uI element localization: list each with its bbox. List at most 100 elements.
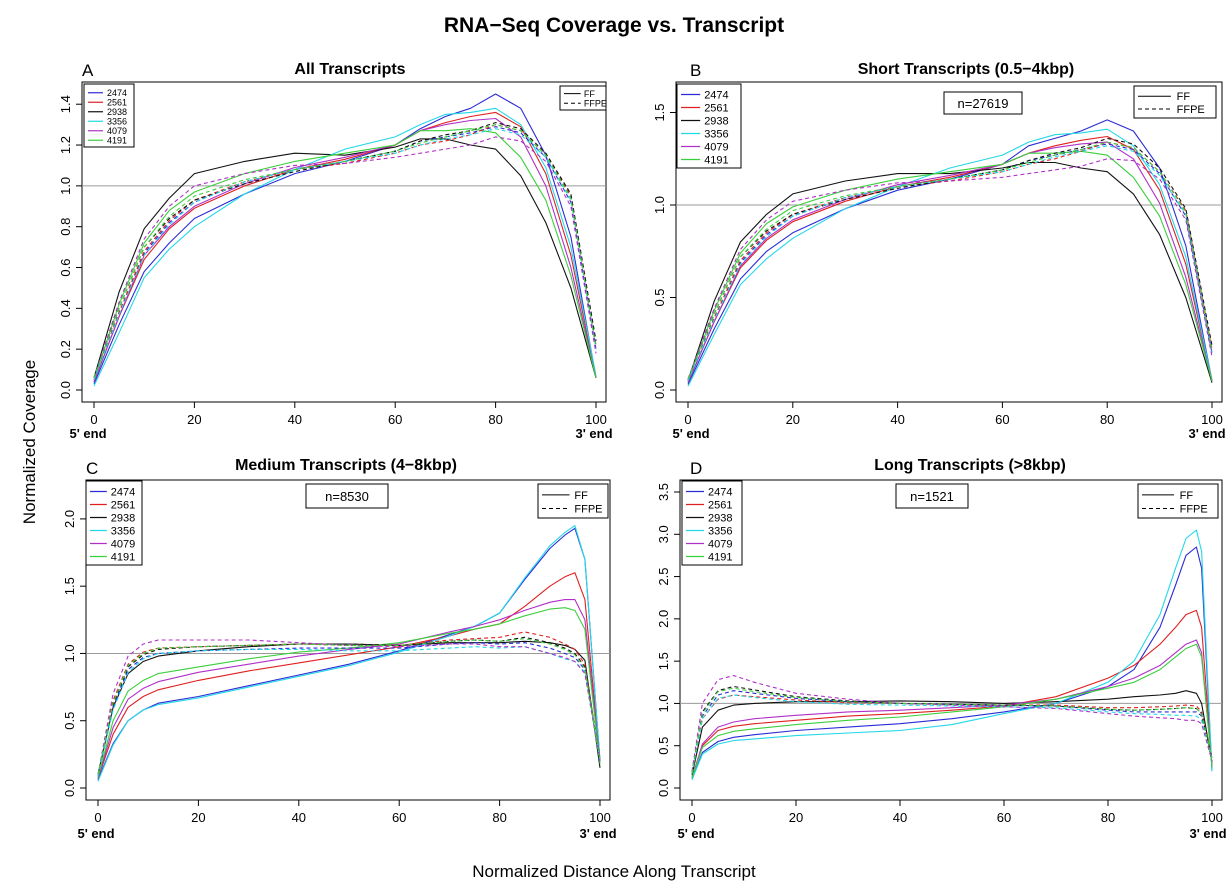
- sample-count-label: n=1521: [910, 489, 954, 504]
- series-group: [687, 119, 1213, 387]
- series-line-2938-ff: [687, 161, 1213, 383]
- series-line-4191-ff: [691, 643, 1213, 779]
- sample-count-box: [305, 483, 389, 509]
- y-tick-label: 1.2: [58, 136, 73, 154]
- series-line-2474-ffpe: [93, 126, 597, 380]
- y-tick-label: 2.0: [656, 610, 671, 628]
- series-line-3356-ff: [691, 529, 1213, 780]
- series-line-2561-ff: [97, 572, 601, 779]
- y-tick-label: 0.0: [656, 779, 671, 797]
- style-legend-label: FF: [1177, 91, 1191, 103]
- x-tick-label: 60: [997, 810, 1011, 825]
- plot-frame: [81, 81, 607, 403]
- legend-entry-label: 4079: [704, 141, 728, 153]
- five-prime-end-label: 5' end: [69, 426, 106, 441]
- style-legend-label: FF: [1180, 490, 1194, 502]
- legend-entry-label: 2938: [708, 512, 732, 524]
- legend-entry-label: 4079: [708, 538, 732, 550]
- three-prime-end-label: 3' end: [1188, 426, 1225, 441]
- y-tick-label: 2.0: [62, 510, 77, 528]
- series-line-2938-ff: [691, 690, 1213, 776]
- legend-entry-label: 4191: [704, 154, 728, 166]
- panel-title: All Transcripts: [294, 61, 405, 78]
- legend-entry-label: 2474: [704, 89, 728, 101]
- y-tick-label: 0.5: [62, 712, 77, 730]
- three-prime-end-label: 3' end: [575, 426, 612, 441]
- sample-count-box: [943, 91, 1023, 115]
- series-group: [93, 93, 597, 387]
- series-line-2938-ffpe: [97, 636, 601, 775]
- style-legend-label: FFPE: [1177, 104, 1205, 116]
- legend-entry-label: 2938: [107, 107, 127, 117]
- series-line-3356-ff: [97, 525, 601, 782]
- x-tick-label: 100: [1201, 412, 1223, 427]
- series-line-2561-ffpe: [691, 694, 1213, 773]
- y-tick-label: 1.5: [652, 103, 667, 121]
- legend-entry-label: 2938: [111, 512, 135, 524]
- x-tick-label: 0: [90, 412, 97, 427]
- x-tick-label: 100: [585, 412, 607, 427]
- legend-entry-label: 3356: [107, 116, 127, 126]
- series-line-4191-ffpe: [93, 124, 597, 378]
- legend-entry-label: 4079: [111, 538, 135, 550]
- y-tick-label: 1.4: [58, 95, 73, 113]
- panel-letter: B: [690, 61, 701, 80]
- three-prime-end-label: 3' end: [1189, 826, 1226, 841]
- sample-legend-box: [83, 83, 135, 148]
- panel-letter: A: [82, 61, 94, 80]
- series-line-3356-ffpe: [691, 694, 1213, 774]
- sample-legend-box: [681, 480, 743, 566]
- plot-frame: [679, 479, 1223, 801]
- five-prime-end-label: 5' end: [672, 426, 709, 441]
- x-tick-label: 40: [292, 810, 306, 825]
- x-tick-label: 80: [488, 412, 502, 427]
- style-legend-box: [559, 85, 607, 111]
- legend-entry-label: 2938: [704, 115, 728, 127]
- x-tick-label: 0: [688, 810, 695, 825]
- five-prime-end-label: 5' end: [677, 826, 714, 841]
- legend-entry-label: 4079: [107, 126, 127, 136]
- y-tick-label: 0.5: [656, 737, 671, 755]
- style-legend-label: FFPE: [574, 503, 602, 515]
- series-line-3356-ffpe: [93, 128, 597, 380]
- x-tick-label: 20: [786, 412, 800, 427]
- x-axis-label: Normalized Distance Along Transcript: [472, 862, 756, 881]
- y-tick-label: 0.4: [58, 299, 73, 317]
- y-tick-label: 2.5: [656, 568, 671, 586]
- style-legend-box: [537, 483, 609, 519]
- legend-entry-label: 4191: [708, 551, 732, 563]
- series-line-4079-ffpe: [691, 674, 1213, 772]
- panel-d-chart: 0 20 40 60 80 100 0.0 0.5 1.0 1.5 2.0 2.5 3.0 3.5 5' e…: [656, 457, 1227, 841]
- style-legend-box: [1137, 483, 1219, 519]
- series-line-2938-ff: [93, 138, 597, 378]
- x-tick-label: 40: [893, 810, 907, 825]
- y-tick-label: 0.0: [652, 381, 667, 399]
- panel-title: Medium Transcripts (4−8kbp): [235, 457, 457, 474]
- legend-entry-label: 2561: [704, 102, 728, 114]
- legend-entry-label: 3356: [708, 525, 732, 537]
- style-legend-label: FF: [574, 490, 588, 502]
- sample-legend-box: [85, 480, 143, 566]
- sample-count-box: [895, 483, 969, 509]
- y-tick-label: 1.0: [656, 694, 671, 712]
- style-legend-label: FF: [584, 89, 595, 99]
- y-tick-label: 0.6: [58, 258, 73, 276]
- series-line-2561-ffpe: [97, 631, 601, 775]
- panel-b-chart: 0 20 40 60 80 100 0.0 0.5 1.0 1.5 5' end 3' end B Sho…: [652, 61, 1226, 441]
- series-line-3356-ffpe: [687, 145, 1213, 382]
- series-line-3356-ffpe: [97, 646, 601, 777]
- y-tick-label: 1.5: [62, 577, 77, 595]
- three-prime-end-label: 3' end: [579, 826, 616, 841]
- x-tick-label: 0: [94, 810, 101, 825]
- x-tick-label: 60: [995, 412, 1009, 427]
- y-tick-label: 0.0: [62, 779, 77, 797]
- style-legend-label: FFPE: [1180, 503, 1208, 515]
- legend-entry-label: 2474: [708, 486, 732, 498]
- series-line-4191-ffpe: [687, 141, 1213, 380]
- series-line-2474-ff: [691, 546, 1213, 780]
- series-line-3356-ff: [687, 128, 1213, 387]
- legend-entry-label: 3356: [704, 128, 728, 140]
- series-line-4079-ffpe: [93, 136, 597, 378]
- legend-entry-label: 4191: [107, 135, 127, 145]
- sample-count-label: n=27619: [958, 96, 1009, 111]
